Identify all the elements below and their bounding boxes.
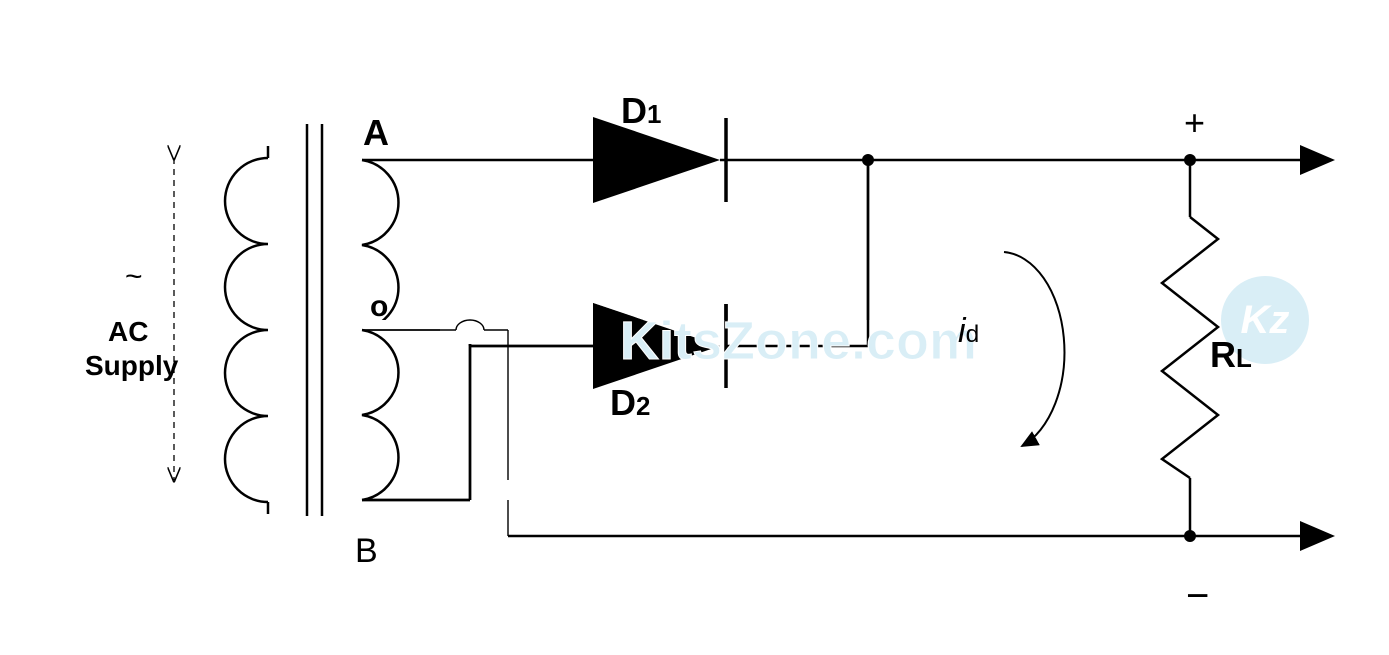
watermark-text: KitsZone.com [620, 310, 977, 372]
label-node-B: B [355, 532, 378, 571]
label-node-O: o [370, 290, 388, 324]
ac-tilde: ~ [125, 260, 143, 294]
label-ac: AC [108, 316, 148, 348]
node-dot [1184, 530, 1196, 542]
label-minus: − [1186, 574, 1209, 619]
node-dot [1184, 154, 1196, 166]
label-D1: D1 [621, 90, 661, 132]
label-plus: + [1184, 102, 1205, 144]
transformer-primary [225, 158, 268, 502]
label-D2: D2 [610, 382, 650, 424]
label-node-A: A [363, 112, 389, 154]
current-arc [1004, 252, 1064, 446]
label-id: id [958, 312, 979, 351]
node-dot [862, 154, 874, 166]
label-RL: RL [1210, 334, 1252, 376]
label-supply: Supply [85, 350, 178, 382]
